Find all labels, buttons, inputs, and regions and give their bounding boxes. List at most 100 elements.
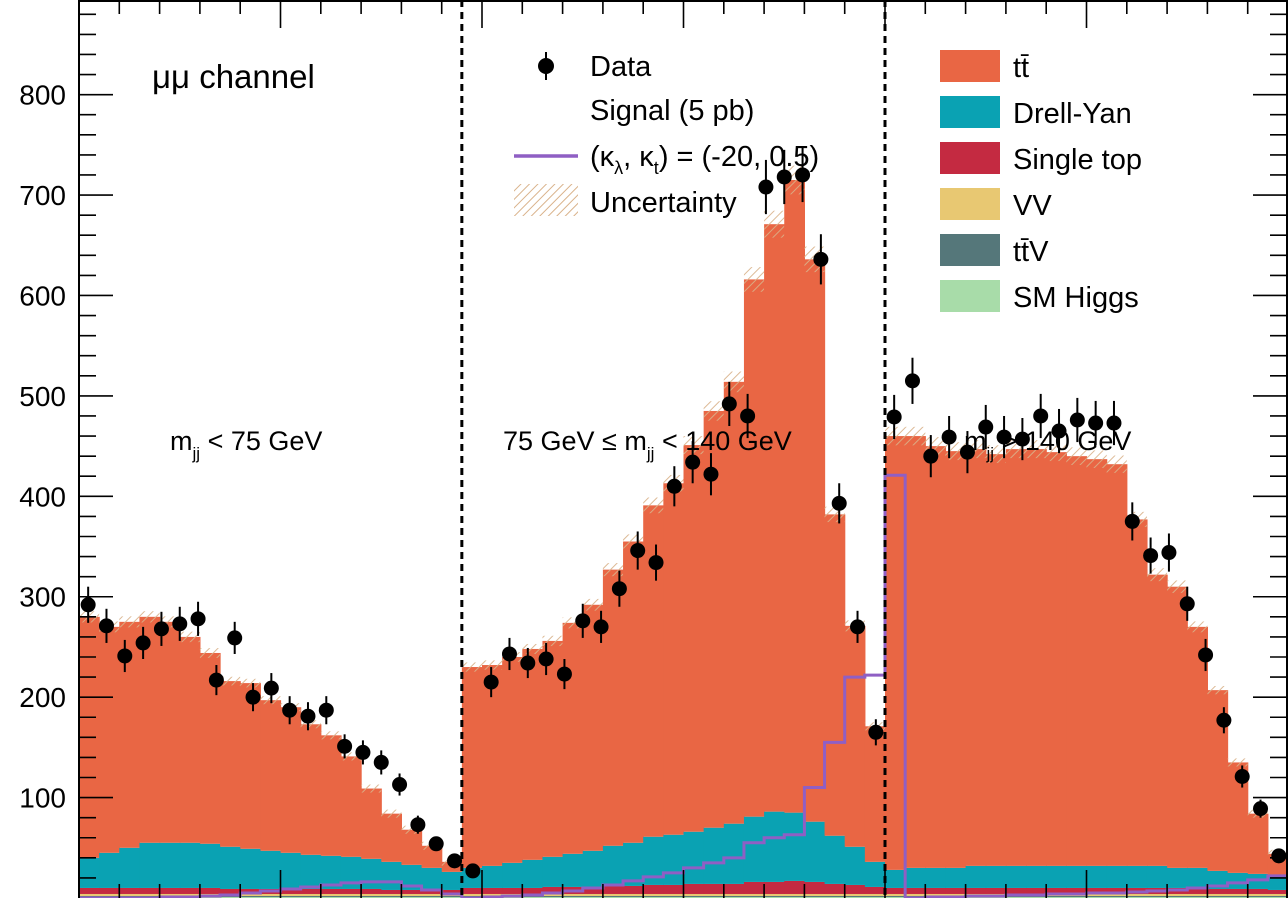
bar-singletop-26 (602, 885, 624, 894)
bar-dy-4 (159, 842, 181, 888)
y-tick-label-700: 700 (19, 180, 66, 211)
bar-singletop-0 (79, 887, 100, 894)
bar-dy-49 (1066, 865, 1088, 888)
bar-singletop-28 (643, 884, 664, 894)
bar-ttv-18 (441, 895, 463, 897)
bar-ttbar-43 (945, 451, 967, 868)
bar-vv-20 (482, 893, 503, 896)
bar-singletop-45 (985, 887, 1007, 894)
bar-ttbar-25 (582, 604, 604, 851)
bar-ttbar-53 (1146, 574, 1168, 866)
bar-singletop-44 (965, 887, 987, 894)
bar-dy-52 (1126, 865, 1148, 888)
channel-label: μμ channel (152, 58, 315, 95)
bar-dy-5 (179, 842, 201, 888)
legend-signal-label: (κλ, κt) = (-20, 0.5) (590, 141, 819, 178)
data-point-50 (978, 419, 994, 435)
bar-ttbar-21 (502, 656, 523, 863)
bar-ttv-27 (623, 895, 644, 897)
bar-dy-38 (844, 846, 866, 885)
legend-label-ttbar: tt̄ (1013, 52, 1029, 84)
bar-vv-56 (1207, 893, 1229, 896)
data-point-27 (556, 666, 572, 682)
bar-vv-30 (683, 893, 705, 896)
uncertainty-band-41 (905, 426, 926, 446)
bar-higgs-45 (985, 896, 1007, 898)
bar-singletop-57 (1227, 888, 1249, 894)
bar-vv-40 (885, 893, 906, 896)
uncertainty-band-7 (220, 676, 241, 686)
bar-singletop-31 (703, 883, 725, 894)
bar-ttv-23 (542, 895, 564, 897)
uncertainty-band-26 (602, 563, 624, 577)
bar-singletop-56 (1207, 888, 1229, 894)
bar-dy-54 (1167, 867, 1188, 888)
bar-higgs-10 (280, 896, 302, 898)
data-point-34 (685, 454, 701, 470)
bar-ttv-24 (562, 895, 584, 897)
bar-singletop-42 (925, 887, 947, 894)
bar-vv-1 (99, 893, 120, 896)
y-tick-label-400: 400 (19, 481, 66, 512)
uncertainty-band-3 (139, 611, 160, 623)
bar-vv-0 (79, 893, 100, 896)
bar-vv-19 (461, 893, 483, 896)
bar-higgs-29 (663, 896, 685, 898)
uncertainty-band-11 (300, 720, 321, 729)
bar-ttbar-40 (885, 436, 906, 870)
uncertainty-band-48 (1046, 443, 1067, 462)
bar-higgs-38 (844, 896, 866, 898)
bar-dy-3 (139, 842, 161, 888)
bar-singletop-17 (421, 889, 443, 894)
legend-uncertainty-swatch (514, 184, 578, 216)
bar-dy-0 (79, 857, 100, 888)
bar-singletop-46 (1005, 887, 1027, 894)
bar-ttbar-33 (743, 279, 765, 817)
bar-vv-35 (784, 893, 805, 896)
data-point-19 (410, 817, 426, 833)
bar-dy-58 (1247, 873, 1269, 889)
uncertainty-band-32 (723, 371, 744, 393)
bar-higgs-28 (643, 896, 664, 898)
bar-vv-55 (1187, 893, 1208, 896)
bar-dy-53 (1146, 865, 1168, 888)
bar-ttv-59 (1267, 895, 1288, 897)
bar-ttv-38 (844, 895, 866, 897)
bar-dy-1 (99, 852, 120, 888)
bar-dy-50 (1086, 865, 1108, 888)
bar-higgs-36 (804, 896, 826, 898)
data-point-42 (831, 495, 847, 511)
bar-ttbar-17 (421, 845, 443, 868)
bar-singletop-43 (945, 887, 967, 894)
bar-ttbar-35 (784, 179, 805, 813)
bar-ttbar-9 (260, 700, 282, 851)
data-point-60 (1161, 545, 1177, 561)
bar-higgs-12 (320, 896, 342, 898)
bar-ttbar-45 (985, 454, 1007, 866)
y-tick-label-500: 500 (19, 381, 66, 412)
bar-vv-15 (381, 893, 402, 896)
data-point-24 (501, 646, 517, 662)
bar-ttv-56 (1207, 895, 1229, 897)
bar-singletop-49 (1066, 887, 1088, 894)
bar-ttv-46 (1005, 895, 1027, 897)
bar-dy-11 (300, 854, 322, 889)
data-point-6 (172, 616, 188, 632)
data-point-55 (1069, 412, 1085, 428)
data-point-40 (795, 167, 811, 183)
data-point-21 (447, 853, 463, 869)
bar-vv-43 (945, 893, 967, 896)
bar-ttv-34 (764, 895, 785, 897)
legend-swatch-ttv (940, 234, 1000, 266)
region-label-low: mjj < 75 GeV (170, 426, 322, 463)
bar-ttv-25 (582, 895, 604, 897)
bar-dy-51 (1106, 865, 1128, 888)
bar-vv-58 (1247, 893, 1269, 896)
bar-singletop-33 (743, 881, 765, 894)
legend-swatch-ttbar (940, 50, 1000, 82)
bar-vv-28 (643, 893, 664, 896)
bar-dy-31 (703, 827, 725, 884)
bar-singletop-21 (502, 887, 523, 894)
bar-ttbar-55 (1187, 626, 1208, 868)
